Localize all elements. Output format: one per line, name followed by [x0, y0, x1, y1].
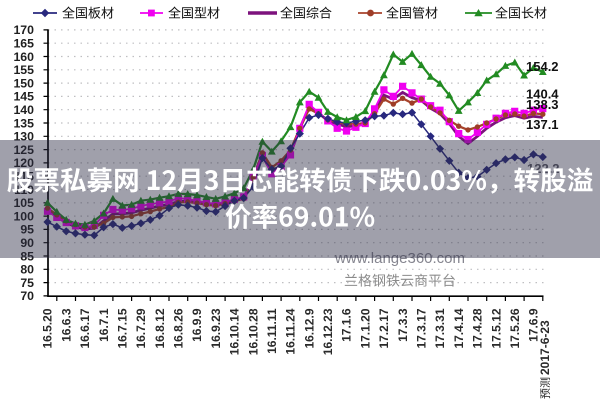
svg-text:17.1.20: 17.1.20	[358, 308, 372, 348]
svg-text:80: 80	[20, 263, 34, 277]
svg-text:16.5.20: 16.5.20	[41, 308, 55, 348]
svg-text:90: 90	[20, 236, 34, 250]
svg-text:17.5.12: 17.5.12	[489, 308, 503, 348]
svg-text:17.2.17: 17.2.17	[377, 308, 391, 348]
svg-text:16.7.1: 16.7.1	[97, 308, 111, 342]
svg-text:16.11.24: 16.11.24	[284, 308, 298, 354]
svg-text:16.6.17: 16.6.17	[78, 308, 92, 348]
svg-text:16.9.9: 16.9.9	[190, 308, 204, 342]
svg-text:17.4.28: 17.4.28	[471, 308, 485, 348]
svg-text:16.12.23: 16.12.23	[321, 308, 335, 355]
svg-text:16.7.15: 16.7.15	[116, 308, 130, 348]
svg-text:150: 150	[13, 76, 34, 90]
svg-text:138.3: 138.3	[526, 97, 559, 112]
svg-text:75: 75	[20, 276, 34, 290]
svg-text:165: 165	[13, 37, 34, 51]
svg-text:17.6.9: 17.6.9	[527, 308, 541, 342]
svg-text:16.12.9: 16.12.9	[302, 308, 316, 348]
svg-text:155: 155	[13, 63, 34, 77]
svg-text:16.7.29: 16.7.29	[134, 308, 148, 348]
svg-text:135: 135	[13, 116, 34, 130]
svg-text:17.3.3: 17.3.3	[396, 308, 410, 342]
svg-text:120: 120	[13, 156, 34, 170]
svg-text:16.8.12: 16.8.12	[153, 308, 167, 348]
svg-text:16.10.28: 16.10.28	[246, 308, 260, 355]
svg-text:16.6.3: 16.6.3	[59, 308, 73, 342]
svg-text:145: 145	[13, 90, 34, 104]
svg-text:17.3.31: 17.3.31	[433, 308, 447, 348]
svg-text:16.10.14: 16.10.14	[228, 308, 242, 355]
svg-text:130: 130	[13, 130, 34, 144]
svg-text:17.1.6: 17.1.6	[340, 308, 354, 342]
svg-text:125: 125	[13, 143, 34, 157]
svg-text:17.4.14: 17.4.14	[452, 308, 466, 348]
svg-text:17.5.26: 17.5.26	[508, 308, 522, 348]
svg-text:85: 85	[20, 249, 34, 263]
svg-text:16.11.11: 16.11.11	[265, 308, 279, 354]
svg-text:140: 140	[13, 103, 34, 117]
svg-text:137.1: 137.1	[526, 117, 559, 132]
svg-text:140.4: 140.4	[526, 87, 559, 102]
svg-text:100: 100	[13, 209, 34, 223]
svg-text:www.lange360.com: www.lange360.com	[334, 250, 465, 267]
svg-text:17.3.17: 17.3.17	[415, 308, 429, 348]
svg-text:70: 70	[20, 289, 34, 303]
svg-text:154.2: 154.2	[526, 59, 559, 74]
svg-text:2017-6-23: 2017-6-23	[538, 320, 552, 375]
svg-text:170: 170	[13, 23, 34, 37]
svg-text:95: 95	[20, 223, 34, 237]
svg-text:16.9.23: 16.9.23	[209, 308, 223, 348]
svg-text:160: 160	[13, 50, 34, 64]
svg-text:16.8.26: 16.8.26	[172, 308, 186, 348]
svg-text:105: 105	[13, 196, 34, 210]
